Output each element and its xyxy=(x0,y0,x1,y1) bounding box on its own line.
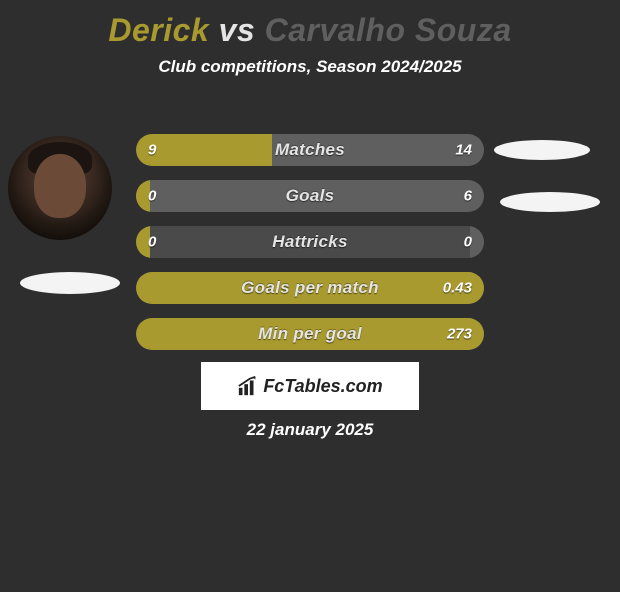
bar-label: Hattricks xyxy=(136,232,484,252)
bar-value-left: 0 xyxy=(148,188,156,205)
bar-label: Goals per match xyxy=(136,278,484,298)
bar-value-left: 0 xyxy=(148,234,156,251)
comparison-bars: Matches914Goals06Hattricks00Goals per ma… xyxy=(136,134,484,364)
bar-row: Hattricks0 0 xyxy=(136,226,484,258)
player2-shadow-a xyxy=(494,140,590,160)
bar-label: Matches xyxy=(136,140,484,160)
bar-value-right: 0.43 xyxy=(443,280,472,297)
player1-name: Derick xyxy=(108,12,209,48)
player1-avatar xyxy=(8,136,112,240)
bar-row: Min per goal273 xyxy=(136,318,484,350)
bar-value-left: 9 xyxy=(148,142,156,159)
bar-label: Goals xyxy=(136,186,484,206)
bar-row: Goals per match0.43 xyxy=(136,272,484,304)
vs-word: vs xyxy=(219,12,256,48)
player1-shadow xyxy=(20,272,120,294)
bar-row: Goals0 6 xyxy=(136,180,484,212)
date-line: 22 january 2025 xyxy=(0,420,620,440)
bar-value-right: 14 xyxy=(455,142,472,159)
player2-shadow-b xyxy=(500,192,600,212)
branding-box: FcTables.com xyxy=(201,362,419,410)
subtitle: Club competitions, Season 2024/2025 xyxy=(0,57,620,77)
bar-value-right: 6 xyxy=(464,188,472,205)
player2-name: Carvalho Souza xyxy=(265,12,512,48)
bar-value-right: 273 xyxy=(447,326,472,343)
bar-value-right: 0 xyxy=(464,234,472,251)
page-title: Derick vs Carvalho Souza xyxy=(0,12,620,49)
bar-label: Min per goal xyxy=(136,324,484,344)
bar-row: Matches9 14 xyxy=(136,134,484,166)
branding-text: FcTables.com xyxy=(263,376,382,397)
fctables-logo-icon xyxy=(237,375,259,397)
